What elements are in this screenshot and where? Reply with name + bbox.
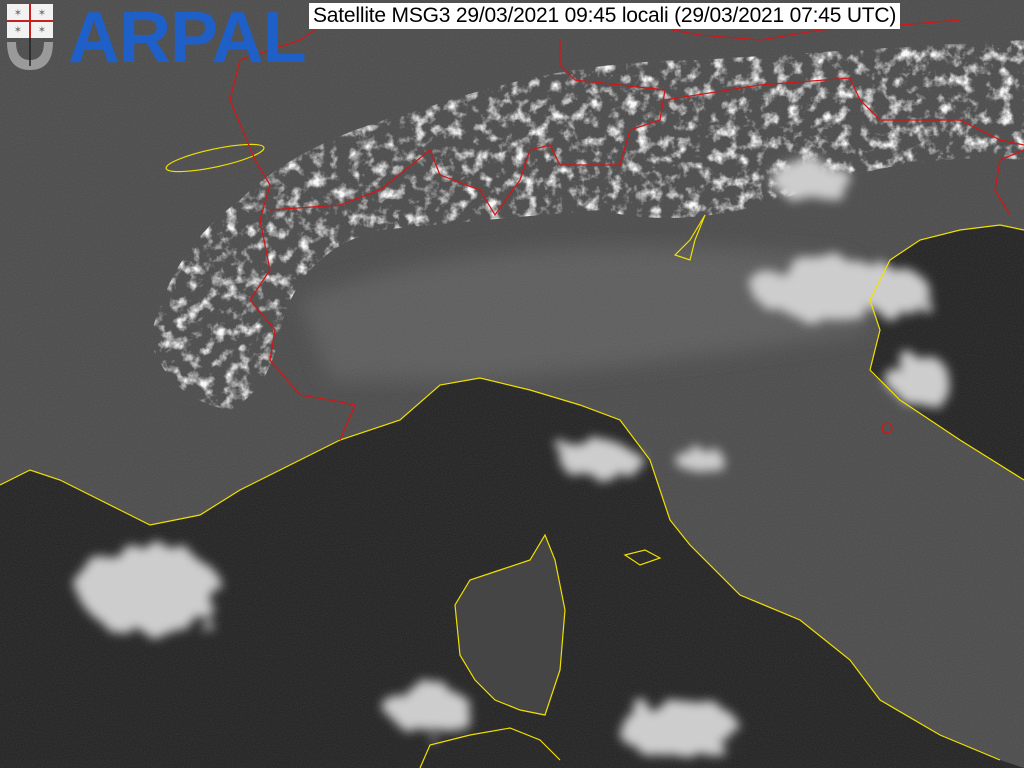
svg-text:✶: ✶ xyxy=(38,8,46,19)
svg-text:✶: ✶ xyxy=(14,25,22,36)
national-borders xyxy=(229,19,1024,441)
coastlines xyxy=(0,143,1024,768)
arpal-logo: ✶ ✶ ✶ ✶ ARPAL xyxy=(4,0,307,78)
corsica xyxy=(454,533,566,716)
liguria-coat-of-arms-icon: ✶ ✶ ✶ ✶ xyxy=(7,4,53,70)
svg-text:✶: ✶ xyxy=(14,8,22,19)
arpal-logo-text: ARPAL xyxy=(68,0,307,78)
svg-text:✶: ✶ xyxy=(38,25,46,36)
image-caption: Satellite MSG3 29/03/2021 09:45 locali (… xyxy=(309,3,901,29)
